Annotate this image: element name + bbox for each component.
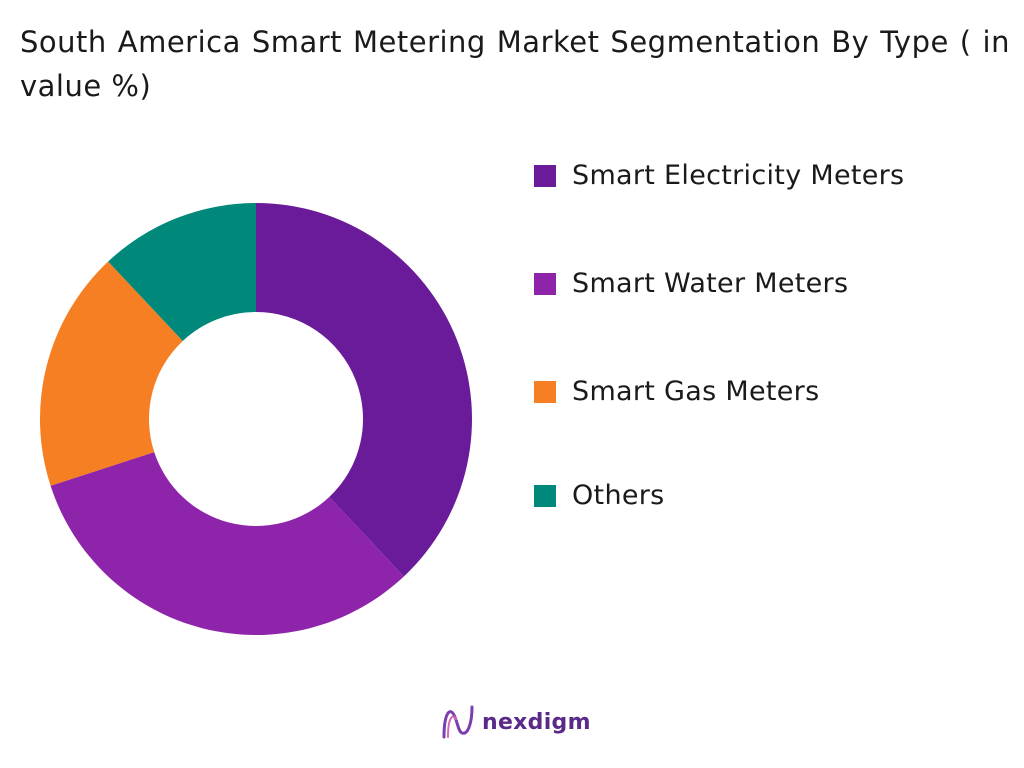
legend-item-water: Smart Water Meters bbox=[534, 268, 848, 299]
legend-label-others: Others bbox=[572, 480, 665, 511]
slice-gas bbox=[39, 261, 183, 486]
legend-item-gas: Smart Gas Meters bbox=[534, 376, 819, 407]
nexdigm-logo-icon bbox=[442, 705, 474, 739]
legend-item-others: Others bbox=[534, 480, 665, 511]
legend-swatch-water bbox=[534, 272, 556, 295]
slice-water bbox=[50, 452, 404, 635]
legend-swatch-gas bbox=[534, 380, 556, 403]
chart-title: South America Smart Metering Market Segm… bbox=[20, 25, 1010, 103]
nexdigm-logo: nexdigm bbox=[440, 703, 591, 741]
nexdigm-logo-text: nexdigm bbox=[482, 709, 591, 735]
legend-label-water: Smart Water Meters bbox=[572, 268, 849, 299]
legend-label-gas: Smart Gas Meters bbox=[572, 376, 820, 407]
legend-label-electricity: Smart Electricity Meters bbox=[572, 160, 905, 191]
legend-swatch-electricity bbox=[534, 164, 556, 187]
slice-electricity bbox=[256, 203, 472, 577]
legend-item-electricity: Smart Electricity Meters bbox=[534, 160, 904, 191]
legend-swatch-others bbox=[534, 484, 556, 507]
slice-others bbox=[108, 203, 257, 342]
